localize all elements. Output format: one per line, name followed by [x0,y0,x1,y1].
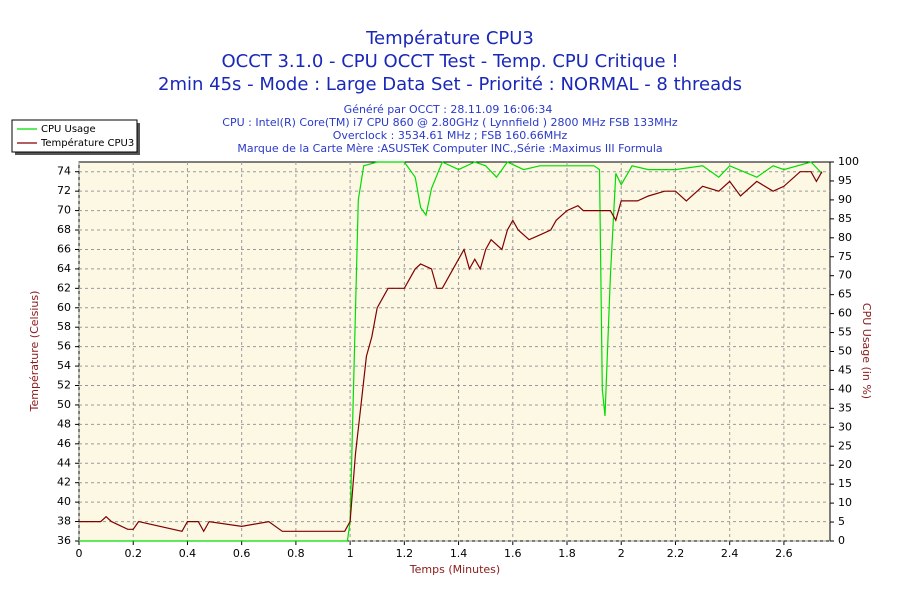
y-tick-label: 40 [57,495,71,508]
x-tick-label: 0.2 [124,547,142,560]
x-tick-label: 0.6 [233,547,251,560]
legend-label: Température CPU3 [40,137,134,149]
info: Marque de la Carte Mère :ASUSTeK Compute… [237,142,662,155]
y-tick-label: 44 [57,456,71,469]
y-axis-label: Température (Celsius) [28,291,41,413]
y-tick-label: 54 [57,359,71,372]
y-tick-label: 62 [57,281,71,294]
y2-tick-label: 60 [838,307,852,320]
y-tick-label: 46 [57,437,71,450]
y2-tick-label: 0 [838,534,845,547]
y-tick-label: 66 [57,242,71,255]
y2-tick-label: 30 [838,420,852,433]
y2-tick-label: 80 [838,231,852,244]
series-line [79,171,823,533]
y2-tick-label: 20 [838,458,852,471]
x-tick-label: 1.6 [504,547,522,560]
x-tick-label: 0.8 [287,547,305,560]
info: Généré par OCCT : 28.11.09 16:06:34 [344,103,553,116]
y-tick-label: 42 [57,476,71,489]
y2-tick-label: 65 [838,288,852,301]
title: Température CPU3 [365,28,534,49]
y-tick-label: 36 [57,534,71,547]
x-axis-label: Temps (Minutes) [409,563,500,576]
y-tick-label: 68 [57,223,71,236]
x-tick-label: 1 [347,547,354,560]
x-tick-label: 1.8 [558,547,576,560]
x-tick-label: 1.4 [450,547,468,560]
y2-tick-label: 100 [838,155,859,168]
y-tick-label: 72 [57,184,71,197]
y-tick-label: 58 [57,320,71,333]
legend-label: CPU Usage [41,124,96,135]
y2-tick-label: 90 [838,193,852,206]
y-tick-label: 64 [57,262,71,275]
y2-tick-label: 75 [838,250,852,263]
x-tick-label: 1.2 [396,547,414,560]
x-tick-label: 0.4 [179,547,197,560]
x-tick-label: 0 [76,547,83,560]
y-tick-label: 48 [57,417,71,430]
y2-tick-label: 25 [838,439,852,452]
x-tick-label: 2.4 [721,547,739,560]
y2-tick-label: 50 [838,345,852,358]
y-tick-label: 56 [57,340,71,353]
y-tick-label: 70 [57,204,71,217]
y2-tick-label: 95 [838,174,852,187]
title: 2min 45s - Mode : Large Data Set - Prior… [158,74,742,95]
legend-box [11,119,138,153]
series-line [79,161,823,542]
x-tick-label: 2.6 [775,547,793,560]
y-tick-label: 74 [57,165,71,178]
y2-tick-label: 10 [838,496,852,509]
y2-tick-label: 15 [838,477,852,490]
y2-tick-label: 55 [838,326,852,339]
info: Overclock : 3534.61 MHz ; FSB 160.66MHz [333,129,568,142]
plot-area [78,161,831,542]
x-tick-label: 2.2 [667,547,685,560]
y-tick-label: 38 [57,515,71,528]
y-tick-label: 60 [57,301,71,314]
y2-tick-label: 45 [838,363,852,376]
info: CPU : Intel(R) Core(TM) i7 CPU 860 @ 2.8… [222,116,678,129]
y2-tick-label: 70 [838,269,852,282]
y2-axis-label: CPU Usage (in %) [860,303,873,399]
title: OCCT 3.1.0 - CPU OCCT Test - Temp. CPU C… [221,51,678,72]
y2-tick-label: 40 [838,382,852,395]
y-tick-label: 50 [57,398,71,411]
y2-tick-label: 35 [838,401,852,414]
y2-tick-label: 85 [838,212,852,225]
x-tick-label: 2 [618,547,625,560]
y-tick-label: 52 [57,379,71,392]
y2-tick-label: 5 [838,515,845,528]
